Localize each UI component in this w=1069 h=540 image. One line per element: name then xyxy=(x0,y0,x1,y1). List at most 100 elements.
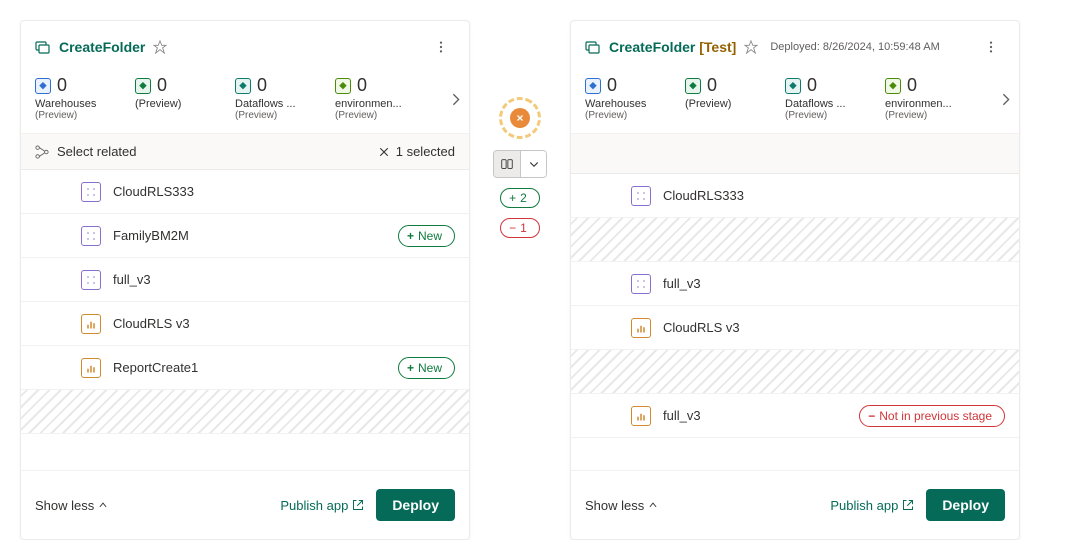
item-name: FamilyBM2M xyxy=(113,228,386,243)
premium-icon xyxy=(153,40,167,54)
columns-icon xyxy=(500,157,514,171)
item-row[interactable]: CloudRLS333 xyxy=(21,170,469,214)
more-vertical-icon xyxy=(984,40,998,54)
summary-tile[interactable]: ◆ 0 Warehouses (Preview) xyxy=(585,75,655,121)
tile-label: (Preview) xyxy=(685,98,755,110)
chevron-up-icon xyxy=(648,500,658,510)
tile-icon: ◆ xyxy=(35,78,51,94)
card-footer: Show less Publish app Deploy xyxy=(21,470,469,539)
open-external-icon xyxy=(902,499,914,511)
more-button[interactable] xyxy=(427,33,455,61)
show-less-toggle[interactable]: Show less xyxy=(585,498,658,513)
more-vertical-icon xyxy=(434,40,448,54)
item-badge: −Not in previous stage xyxy=(859,405,1005,427)
summary-tile[interactable]: ◆ 0 Warehouses (Preview) xyxy=(35,75,105,121)
item-placeholder xyxy=(571,218,1019,262)
item-row[interactable]: full_v3 xyxy=(21,258,469,302)
deployed-timestamp: Deployed: 8/26/2024, 10:59:48 AM xyxy=(770,41,939,53)
sync-status-badge[interactable] xyxy=(498,96,542,140)
tile-count: 0 xyxy=(707,75,717,96)
deploy-button[interactable]: Deploy xyxy=(376,489,455,521)
item-row[interactable]: ReportCreate1 +New xyxy=(21,346,469,390)
item-row[interactable]: full_v3 xyxy=(571,262,1019,306)
stage-header: CreateFolder xyxy=(21,21,469,69)
tile-icon: ◆ xyxy=(585,78,601,94)
tile-icon: ◆ xyxy=(685,78,701,94)
tile-count: 0 xyxy=(907,75,917,96)
item-row[interactable]: CloudRLS333 xyxy=(571,174,1019,218)
tile-sublabel: (Preview) xyxy=(235,110,305,121)
compare-column: +2 −1 xyxy=(470,20,570,540)
tile-sublabel: (Preview) xyxy=(585,110,655,121)
tile-icon: ◆ xyxy=(335,78,351,94)
more-button[interactable] xyxy=(977,33,1005,61)
summary-tile[interactable]: ◆ 0 (Preview) xyxy=(135,75,205,110)
tile-count: 0 xyxy=(807,75,817,96)
model-icon xyxy=(81,182,101,202)
tile-icon: ◆ xyxy=(135,78,151,94)
item-name: full_v3 xyxy=(663,408,847,423)
report-icon xyxy=(631,318,651,338)
summary-tile[interactable]: ◆ 0 environmen... (Preview) xyxy=(885,75,955,121)
close-icon[interactable] xyxy=(378,146,390,158)
summary-tiles: ◆ 0 Warehouses (Preview) ◆ 0 (Preview) ◆… xyxy=(21,69,469,134)
summary-tile[interactable]: ◆ 0 environmen... (Preview) xyxy=(335,75,405,121)
item-row[interactable]: full_v3 −Not in previous stage xyxy=(571,394,1019,438)
select-related-label[interactable]: Select related xyxy=(57,144,137,159)
card-footer: Show less Publish app Deploy xyxy=(571,470,1019,539)
report-icon xyxy=(81,358,101,378)
compare-side-by-side-button[interactable] xyxy=(494,151,520,177)
item-placeholder xyxy=(571,350,1019,394)
chevron-right-icon xyxy=(999,93,1013,107)
select-related-bar-empty xyxy=(571,134,1019,174)
tile-icon: ◆ xyxy=(235,78,251,94)
workspace-icon xyxy=(35,39,51,55)
diff-added-pill[interactable]: +2 xyxy=(500,188,540,208)
premium-icon xyxy=(744,40,758,54)
tile-icon: ◆ xyxy=(785,78,801,94)
diff-removed-pill[interactable]: −1 xyxy=(500,218,540,238)
tile-sublabel: (Preview) xyxy=(785,110,855,121)
item-row[interactable]: FamilyBM2M +New xyxy=(21,214,469,258)
item-name: full_v3 xyxy=(113,272,455,287)
tile-label: Dataflows ... xyxy=(785,98,855,110)
workspace-icon xyxy=(585,39,601,55)
item-badge: +New xyxy=(398,357,455,379)
compare-dropdown-button[interactable] xyxy=(520,151,546,177)
relations-icon xyxy=(35,145,49,159)
tile-label: (Preview) xyxy=(135,98,205,110)
chevron-up-icon xyxy=(98,500,108,510)
tiles-next-button[interactable] xyxy=(999,93,1013,110)
model-icon xyxy=(81,270,101,290)
item-badge: +New xyxy=(398,225,455,247)
publish-app-link[interactable]: Publish app xyxy=(280,498,364,513)
tile-count: 0 xyxy=(57,75,67,96)
summary-tiles: ◆ 0 Warehouses (Preview) ◆ 0 (Preview) ◆… xyxy=(571,69,1019,134)
item-name: CloudRLS333 xyxy=(663,188,1005,203)
summary-tile[interactable]: ◆ 0 Dataflows ... (Preview) xyxy=(785,75,855,121)
item-row[interactable]: CloudRLS v3 xyxy=(571,306,1019,350)
summary-tile[interactable]: ◆ 0 (Preview) xyxy=(685,75,755,110)
stage-card-target: CreateFolder [Test] Deployed: 8/26/2024,… xyxy=(570,20,1020,540)
tile-icon: ◆ xyxy=(885,78,901,94)
tile-label: Warehouses xyxy=(35,98,105,110)
selected-count: 1 selected xyxy=(396,144,455,159)
item-row[interactable]: CloudRLS v3 xyxy=(21,302,469,346)
show-less-toggle[interactable]: Show less xyxy=(35,498,108,513)
tiles-next-button[interactable] xyxy=(449,93,463,110)
report-icon xyxy=(81,314,101,334)
tile-sublabel: (Preview) xyxy=(35,110,105,121)
stage-title[interactable]: CreateFolder [Test] xyxy=(609,39,736,55)
publish-app-link[interactable]: Publish app xyxy=(830,498,914,513)
item-name: full_v3 xyxy=(663,276,1005,291)
item-name: ReportCreate1 xyxy=(113,360,386,375)
tile-count: 0 xyxy=(607,75,617,96)
item-list-right: CloudRLS333 full_v3 CloudRLS v3 full_v3 … xyxy=(571,174,1019,470)
deploy-button[interactable]: Deploy xyxy=(926,489,1005,521)
stage-title[interactable]: CreateFolder xyxy=(59,39,145,55)
tile-label: Warehouses xyxy=(585,98,655,110)
summary-tile[interactable]: ◆ 0 Dataflows ... (Preview) xyxy=(235,75,305,121)
item-name: CloudRLS v3 xyxy=(113,316,455,331)
open-external-icon xyxy=(352,499,364,511)
tile-count: 0 xyxy=(257,75,267,96)
